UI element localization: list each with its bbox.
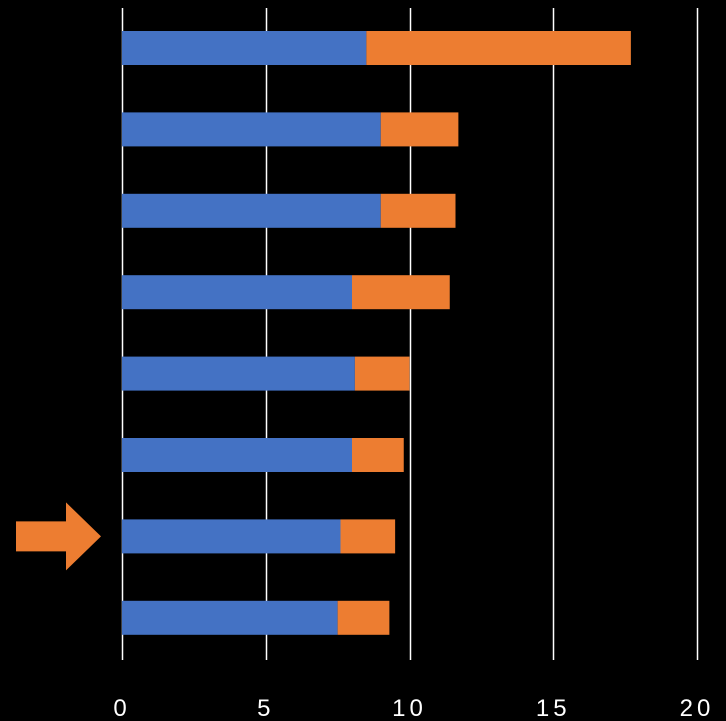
x-tick-label: 20 [680,695,715,721]
x-tick-label: 0 [113,695,130,721]
bar-segment-orange [354,356,410,391]
bar-segment-orange [380,193,456,228]
bar-segment-orange [352,438,404,472]
bar-segment-blue [122,600,338,635]
bar-segment-blue [122,275,352,310]
x-tick-label: 15 [536,695,571,721]
bar-segment-blue [122,193,381,228]
x-tick-label: 10 [392,695,427,721]
highlight-marker [16,502,101,571]
bars [122,31,631,635]
x-axis-tick-labels: 0 5 10 15 20 [113,695,715,721]
bar-segment-blue [122,31,367,65]
right-arrow-icon [16,502,101,571]
bar-segment-orange [380,112,459,147]
gridlines [121,8,699,660]
bar-segment-blue [122,112,381,147]
bar-segment-blue [122,519,341,554]
bar-segment-orange [366,31,631,65]
x-tick-label: 5 [257,695,274,721]
bar-segment-orange [337,600,390,635]
bar-segment-blue [122,356,355,391]
bar-segment-orange [340,519,396,554]
bar-segment-blue [122,438,352,472]
bar-segment-orange [352,275,450,310]
